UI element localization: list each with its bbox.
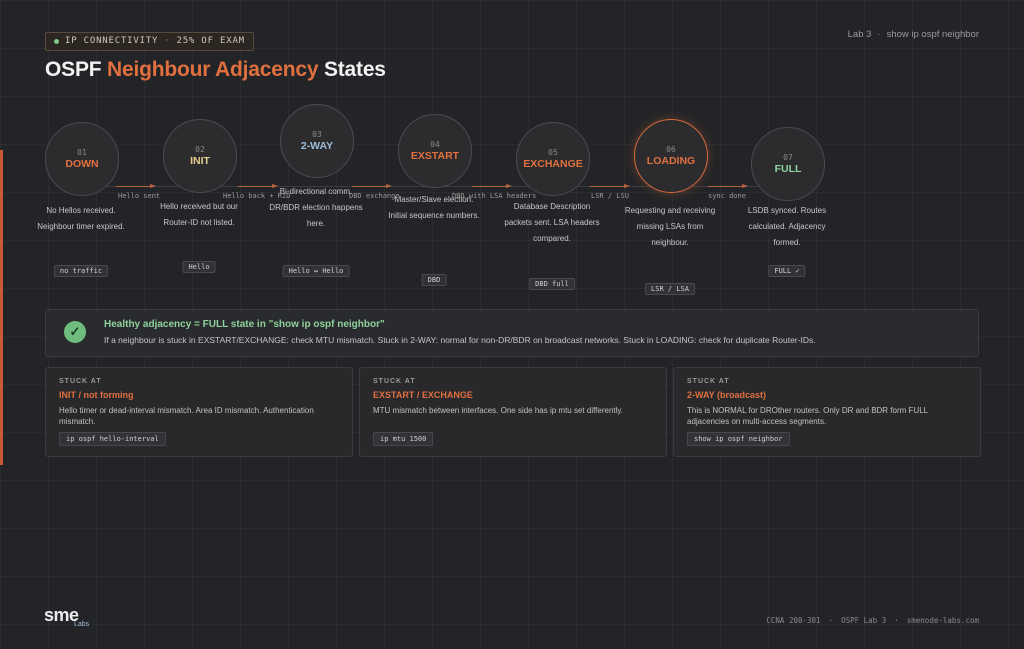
transition-label: LSR / LSU bbox=[591, 192, 629, 200]
footer-meta: CCNA 200-301 · OSPF Lab 3 · smenode-labs.com bbox=[766, 616, 979, 625]
tag-section: IP CONNECTIVITY bbox=[65, 36, 159, 46]
command-snippet: ip mtu 1500 bbox=[373, 432, 434, 446]
logo-main: sme bbox=[44, 605, 79, 625]
transition-arrow-icon bbox=[590, 184, 630, 189]
packet-pill: DBD full bbox=[529, 278, 575, 290]
state-circle-down: 01 DOWN bbox=[45, 122, 119, 196]
lab-number: Lab 3 bbox=[847, 29, 872, 40]
state-description: Hello received but our Router-ID not lis… bbox=[160, 202, 238, 227]
card-label: STUCK AT bbox=[59, 378, 102, 385]
state-number: 06 bbox=[666, 145, 676, 154]
transition-label: sync done bbox=[708, 192, 746, 200]
state-number: 07 bbox=[783, 153, 793, 162]
exam-section-tag: IP CONNECTIVITY · 25% OF EXAM bbox=[45, 32, 254, 51]
transition-arrow-icon bbox=[116, 184, 156, 189]
transition-label: Hello back + RID bbox=[223, 192, 291, 200]
footer-lab: OSPF Lab 3 bbox=[841, 616, 887, 625]
card-body: MTU mismatch between interfaces. One sid… bbox=[373, 406, 624, 415]
transition-arrow-icon bbox=[352, 184, 392, 189]
state-name: EXCHANGE bbox=[523, 158, 583, 170]
card-body: This is NORMAL for DROther routers. Only… bbox=[687, 406, 928, 426]
command-snippet: show ip ospf neighbor bbox=[687, 432, 790, 446]
state-description: Requesting and receiving missing LSAs fr… bbox=[624, 206, 716, 247]
state-name: 2-WAY bbox=[300, 140, 334, 152]
health-title: Healthy adjacency = FULL state in "show … bbox=[104, 319, 385, 330]
page-title: OSPF Neighbour Adjacency States bbox=[45, 58, 386, 81]
state-name: EXSTART bbox=[410, 150, 460, 162]
card-title: INIT / not forming bbox=[59, 390, 134, 400]
state-description: Master/Slave election. Initial sequence … bbox=[388, 195, 480, 220]
accent-bar bbox=[0, 150, 3, 465]
state-name: DOWN bbox=[65, 158, 99, 170]
state-number: 04 bbox=[430, 140, 440, 149]
state-description: Bi-directional comm. DR/BDR election hap… bbox=[269, 187, 363, 228]
health-callout: ✓ Healthy adjacency = FULL state in "sho… bbox=[45, 309, 979, 357]
lab-command: show ip ospf neighbor bbox=[886, 29, 979, 40]
transition-arrow-icon bbox=[238, 184, 278, 189]
state-circle-2-way: 03 2-WAY bbox=[280, 104, 354, 178]
footer-exam: CCNA 200-301 bbox=[766, 616, 821, 625]
transition-label: Hello sent bbox=[118, 192, 161, 200]
lab-reference: Lab 3 · show ip ospf neighbor bbox=[847, 29, 979, 40]
state-description: LSDB synced. Routes calculated. Adjacenc… bbox=[747, 206, 827, 247]
title-highlight: Neighbour Adjacency bbox=[107, 58, 319, 81]
transition-label: DBD with LSA headers bbox=[452, 192, 537, 200]
card-label: STUCK AT bbox=[687, 378, 730, 385]
troubleshoot-card: STUCK AT INIT / not forming Hello timer or… bbox=[45, 367, 353, 457]
footer-site: smenode-labs.com bbox=[906, 616, 979, 625]
state-circle-exstart: 04 EXSTART bbox=[398, 114, 472, 188]
status-dot-icon bbox=[54, 39, 59, 44]
card-body: Hello timer or dead-interval mismatch. A… bbox=[59, 406, 314, 426]
state-circle-init: 02 INIT bbox=[163, 119, 237, 193]
state-circle-exchange: 05 EXCHANGE bbox=[516, 122, 590, 196]
transition-arrow-icon bbox=[472, 184, 512, 189]
state-description: Database Description packets sent. LSA h… bbox=[504, 202, 600, 243]
card-title: EXSTART / EXCHANGE bbox=[373, 390, 473, 400]
state-number: 02 bbox=[195, 145, 205, 154]
state-name: INIT bbox=[190, 155, 210, 167]
transition-arrow-icon bbox=[708, 184, 748, 189]
card-title: 2-WAY (broadcast) bbox=[687, 390, 767, 400]
state-circle-full: 07 FULL bbox=[751, 127, 825, 201]
check-icon: ✓ bbox=[64, 321, 86, 343]
packet-pill: no traffic bbox=[53, 265, 109, 277]
state-description: No Hellos received. Neighbour timer expi… bbox=[37, 206, 125, 231]
card-label: STUCK AT bbox=[373, 378, 416, 385]
state-number: 05 bbox=[548, 148, 558, 157]
packet-pill: Hello ↔ Hello bbox=[282, 265, 350, 277]
state-name: LOADING bbox=[646, 155, 696, 167]
packet-pill: LSR / LSA bbox=[645, 283, 695, 295]
state-name: FULL bbox=[774, 163, 802, 175]
packet-pill: Hello bbox=[182, 261, 216, 273]
state-circle-loading: 06 LOADING bbox=[634, 119, 708, 193]
tag-weight: 25% OF EXAM bbox=[176, 36, 245, 46]
health-body: If a neighbour is stuck in EXSTART/EXCHA… bbox=[104, 335, 816, 345]
logo-sub: Labs bbox=[74, 621, 90, 628]
state-number: 01 bbox=[77, 148, 87, 157]
packet-pill: FULL ✓ bbox=[768, 265, 806, 277]
command-snippet: ip ospf hello-interval bbox=[59, 432, 166, 446]
transition-label: DBD exchange bbox=[349, 192, 400, 200]
packet-pill: DBD bbox=[421, 274, 447, 286]
troubleshoot-card: STUCK AT 2-WAY (broadcast) This is NORMAL … bbox=[673, 367, 981, 457]
state-number: 03 bbox=[312, 130, 322, 139]
troubleshoot-card: STUCK AT EXSTART / EXCHANGE MTU mismatch b… bbox=[359, 367, 667, 457]
sme-labs-logo: sme Labs bbox=[44, 606, 104, 630]
